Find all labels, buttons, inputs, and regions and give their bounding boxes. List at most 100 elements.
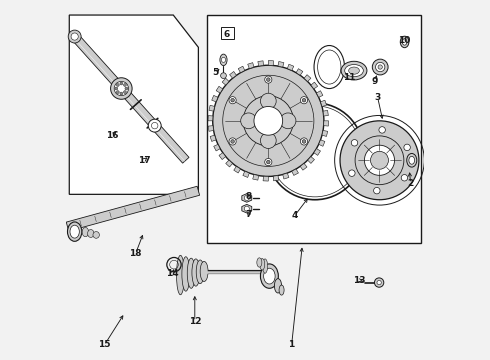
Text: 4: 4 [291,211,298,220]
Ellipse shape [263,259,268,273]
Polygon shape [283,173,289,179]
Circle shape [116,84,119,86]
Text: 2: 2 [408,179,414,188]
Ellipse shape [341,61,367,80]
Ellipse shape [264,268,275,284]
Polygon shape [72,34,189,163]
Circle shape [241,113,256,129]
Circle shape [123,91,126,94]
Polygon shape [320,100,326,107]
Ellipse shape [187,258,195,288]
Ellipse shape [176,255,184,295]
Circle shape [280,113,296,129]
Polygon shape [230,72,237,78]
Polygon shape [287,64,294,71]
Polygon shape [219,153,226,159]
Text: 7: 7 [245,210,252,219]
Polygon shape [66,186,199,231]
Text: 11: 11 [343,73,355,82]
Polygon shape [243,171,249,177]
Circle shape [260,93,276,109]
Polygon shape [300,163,307,170]
Circle shape [267,78,270,81]
Circle shape [378,65,382,69]
Polygon shape [258,61,264,66]
Text: 8: 8 [245,192,252,201]
Ellipse shape [407,153,417,167]
Polygon shape [311,82,318,89]
Text: 15: 15 [98,341,111,350]
Circle shape [401,175,408,181]
Text: 1: 1 [289,341,295,350]
Circle shape [213,65,324,176]
Text: 6: 6 [224,30,230,39]
Circle shape [377,280,381,285]
Circle shape [379,127,385,133]
Ellipse shape [409,156,415,164]
Polygon shape [278,62,284,67]
Text: 9: 9 [371,77,378,86]
Polygon shape [212,95,218,102]
Polygon shape [242,204,252,213]
Text: 13: 13 [353,276,366,285]
Polygon shape [269,60,273,66]
Polygon shape [253,175,259,180]
Ellipse shape [182,257,190,291]
Text: 17: 17 [138,156,150,165]
Circle shape [120,92,123,95]
Circle shape [123,84,126,86]
Circle shape [254,107,283,135]
Polygon shape [238,66,245,73]
Text: 14: 14 [166,269,179,278]
Ellipse shape [400,36,409,48]
Circle shape [229,138,236,145]
Ellipse shape [260,258,265,270]
Circle shape [300,138,308,145]
Ellipse shape [82,228,89,237]
Polygon shape [248,63,254,69]
Circle shape [302,140,306,143]
Circle shape [302,98,306,102]
Polygon shape [209,105,215,111]
Polygon shape [324,121,329,126]
Text: 5: 5 [213,68,219,77]
Circle shape [340,121,419,200]
Circle shape [265,76,272,83]
Polygon shape [242,194,252,202]
Ellipse shape [274,279,282,293]
Circle shape [300,96,308,104]
Circle shape [71,33,78,40]
Polygon shape [69,15,198,194]
Ellipse shape [279,285,284,295]
Circle shape [245,195,249,201]
Polygon shape [273,176,279,181]
Ellipse shape [68,222,82,241]
Polygon shape [208,116,213,121]
Polygon shape [322,130,328,136]
Circle shape [351,140,358,146]
Ellipse shape [200,261,208,282]
Circle shape [120,82,123,85]
Ellipse shape [93,231,99,238]
Ellipse shape [402,39,407,45]
Polygon shape [304,75,311,81]
Circle shape [373,188,380,194]
Circle shape [265,158,272,166]
Ellipse shape [349,67,359,74]
Circle shape [374,278,384,287]
Ellipse shape [88,230,94,238]
Polygon shape [263,176,269,181]
Polygon shape [208,126,214,131]
Ellipse shape [221,57,225,62]
Polygon shape [216,86,223,93]
Ellipse shape [257,258,262,267]
Bar [207,15,421,243]
Circle shape [245,206,249,211]
Polygon shape [318,140,325,146]
Circle shape [243,96,294,146]
Ellipse shape [260,264,278,288]
Circle shape [148,119,161,132]
Text: 16: 16 [106,131,119,140]
Polygon shape [308,157,315,163]
Ellipse shape [344,64,364,77]
